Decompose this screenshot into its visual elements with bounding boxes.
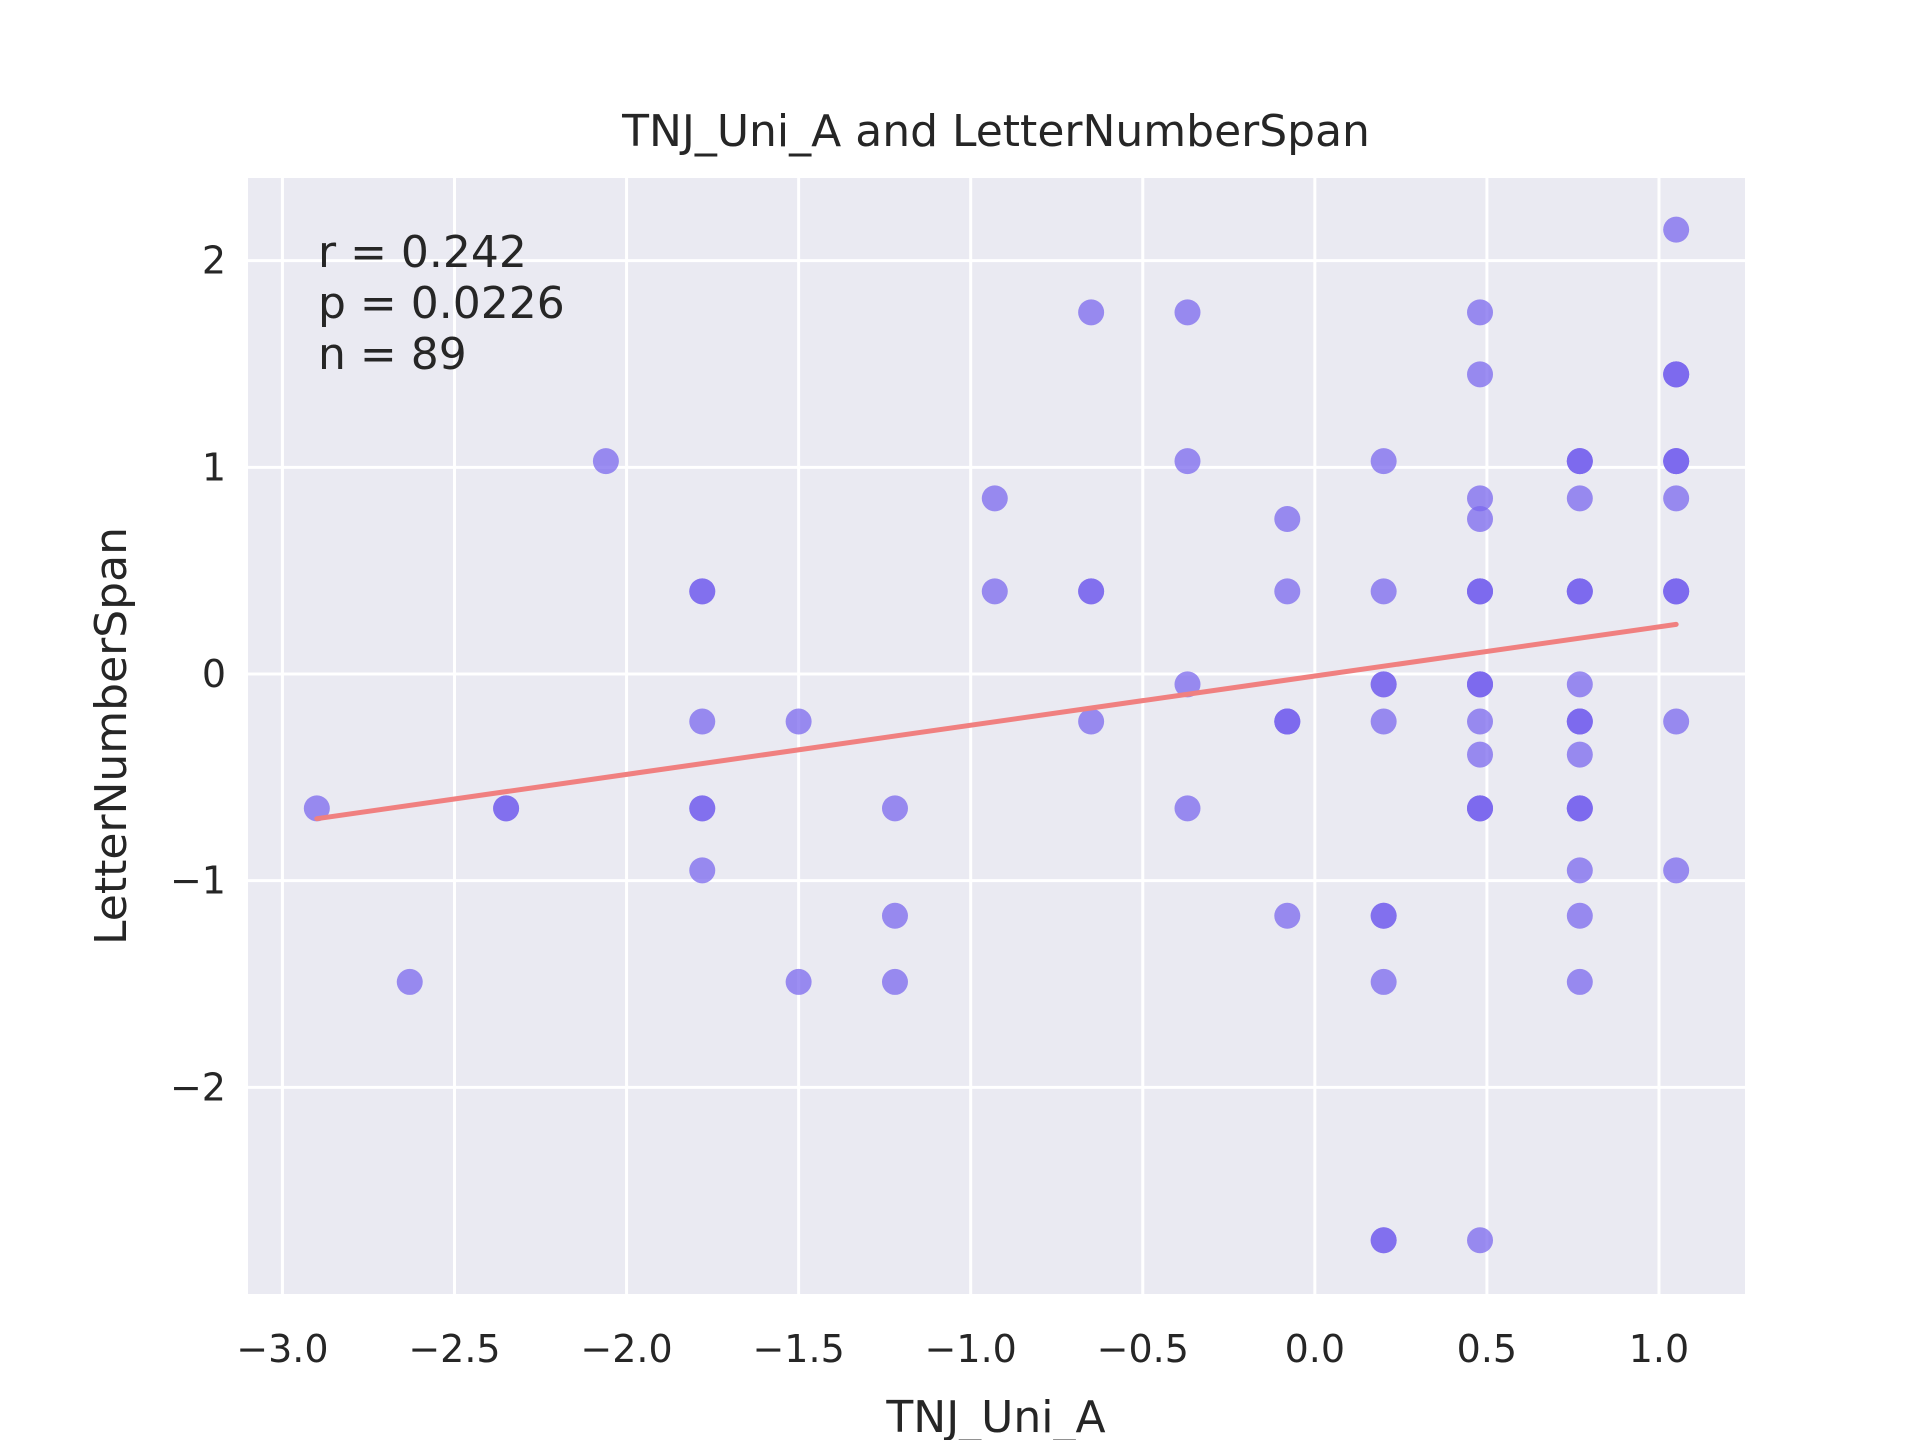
data-point <box>1467 708 1494 735</box>
data-point <box>1370 902 1397 929</box>
data-point <box>1566 795 1593 822</box>
data-point <box>1566 741 1593 768</box>
data-point <box>881 968 908 995</box>
data-point <box>1274 708 1301 735</box>
data-point <box>493 795 520 822</box>
data-point <box>303 795 330 822</box>
grid-lines <box>248 178 1745 1294</box>
data-point <box>1467 485 1494 512</box>
data-point <box>1467 578 1494 605</box>
data-point <box>1467 1227 1494 1254</box>
data-point <box>396 968 423 995</box>
data-point <box>689 857 716 884</box>
data-point <box>1663 216 1690 243</box>
data-point <box>1566 578 1593 605</box>
data-point <box>1566 448 1593 475</box>
data-point <box>785 708 812 735</box>
data-point <box>1174 448 1201 475</box>
y-tick-label: −2 <box>170 1065 226 1109</box>
data-point <box>689 578 716 605</box>
x-tick-label: −0.5 <box>1097 1327 1189 1371</box>
data-point <box>981 485 1008 512</box>
x-tick-label: −3.0 <box>236 1327 328 1371</box>
data-point <box>1566 708 1593 735</box>
x-tick-labels: −3.0 −2.5 −2.0 −1.5 −1.0 −0.5 0.0 0.5 1.0 <box>236 1327 1689 1371</box>
data-point <box>785 968 812 995</box>
data-point <box>1467 506 1494 532</box>
data-point <box>1274 902 1301 929</box>
data-point <box>1663 448 1690 475</box>
data-point <box>881 902 908 929</box>
data-point <box>689 708 716 735</box>
x-tick-label: 0.0 <box>1285 1327 1345 1371</box>
chart-title: TNJ_Uni_A and LetterNumberSpan <box>621 106 1370 157</box>
data-point <box>881 795 908 822</box>
data-point <box>1566 671 1593 698</box>
x-tick-label: −1.5 <box>752 1327 844 1371</box>
data-point <box>689 795 716 822</box>
data-point <box>1274 578 1301 605</box>
y-tick-label: 0 <box>202 652 226 696</box>
data-point <box>1370 1227 1397 1254</box>
data-point <box>1663 361 1690 388</box>
stat-p: p = 0.0226 <box>318 278 565 329</box>
y-tick-label: 1 <box>202 445 226 489</box>
data-point <box>1078 708 1105 735</box>
data-point <box>1370 671 1397 698</box>
data-points <box>303 216 1690 1254</box>
data-point <box>1467 671 1494 698</box>
data-point <box>1663 578 1690 605</box>
data-point <box>1566 857 1593 884</box>
data-point <box>1663 708 1690 735</box>
data-point <box>1566 902 1593 929</box>
data-point <box>1467 795 1494 822</box>
data-point <box>1174 795 1201 822</box>
data-point <box>1370 448 1397 475</box>
stat-n: n = 89 <box>318 329 467 380</box>
data-point <box>1174 299 1201 326</box>
x-tick-label: 0.5 <box>1457 1327 1517 1371</box>
regression-line <box>314 621 1679 822</box>
data-point <box>1370 968 1397 995</box>
data-point <box>1467 741 1494 768</box>
data-point <box>592 448 619 475</box>
x-tick-label: −2.0 <box>580 1327 672 1371</box>
x-tick-label: −2.5 <box>408 1327 500 1371</box>
x-tick-label: −1.0 <box>925 1327 1017 1371</box>
data-point <box>981 578 1008 605</box>
data-point <box>1078 299 1105 326</box>
x-axis-label: TNJ_Uni_A <box>885 1392 1105 1440</box>
y-tick-labels: −2 −1 0 1 2 <box>170 239 226 1110</box>
plot-background <box>248 178 1745 1294</box>
x-tick-label: 1.0 <box>1629 1327 1689 1371</box>
data-point <box>1078 578 1105 605</box>
data-point <box>1566 968 1593 995</box>
data-point <box>1663 857 1690 884</box>
data-point <box>1467 361 1494 388</box>
y-tick-label: −1 <box>170 859 226 903</box>
data-point <box>1566 485 1593 512</box>
data-point <box>1663 485 1690 512</box>
y-axis-label: LetterNumberSpan <box>86 527 137 945</box>
data-point <box>1274 506 1301 532</box>
data-point <box>1467 299 1494 326</box>
data-point <box>1370 708 1397 735</box>
stat-r: r = 0.242 <box>318 227 527 278</box>
data-point <box>1370 578 1397 605</box>
y-tick-label: 2 <box>202 239 226 283</box>
